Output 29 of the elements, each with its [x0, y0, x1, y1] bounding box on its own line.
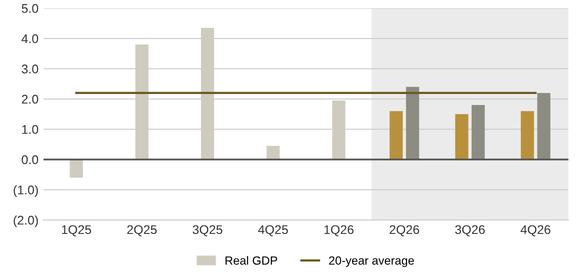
x-tick-label: 3Q26: [455, 225, 485, 236]
legend-label: Real GDP: [226, 256, 278, 265]
x-tick-label: 2Q25: [127, 225, 157, 236]
y-tick-label: 4.0: [22, 34, 38, 44]
bar: [472, 105, 485, 160]
y-tick-label: 0.0: [22, 155, 38, 164]
bar: [455, 114, 468, 160]
y-tick-label: 2.0: [22, 94, 38, 104]
y-tick-label: 3.0: [22, 64, 38, 74]
bar: [266, 146, 280, 160]
y-tick-label: (2.0): [14, 215, 38, 228]
x-tick-label: 3Q25: [192, 225, 222, 236]
bar: [390, 111, 403, 160]
x-tick-label: 1Q26: [324, 225, 354, 236]
x-tick-label: 4Q26: [520, 225, 550, 236]
bar: [200, 28, 214, 160]
bar: [332, 100, 346, 160]
bar: [537, 92, 550, 160]
x-tick-label: 1Q25: [62, 225, 92, 236]
legend-label: 20-year average: [329, 256, 414, 268]
x-tick-label: 4Q25: [258, 225, 288, 236]
y-tick-label: 5.0: [22, 4, 38, 13]
bar: [520, 111, 534, 160]
y-tick-label: (1.0): [14, 185, 38, 197]
bar: [70, 160, 83, 178]
x-tick-label: 2Q26: [390, 225, 420, 236]
bar: [135, 44, 148, 160]
bar: [406, 86, 420, 160]
y-tick-label: 1.0: [22, 125, 38, 134]
